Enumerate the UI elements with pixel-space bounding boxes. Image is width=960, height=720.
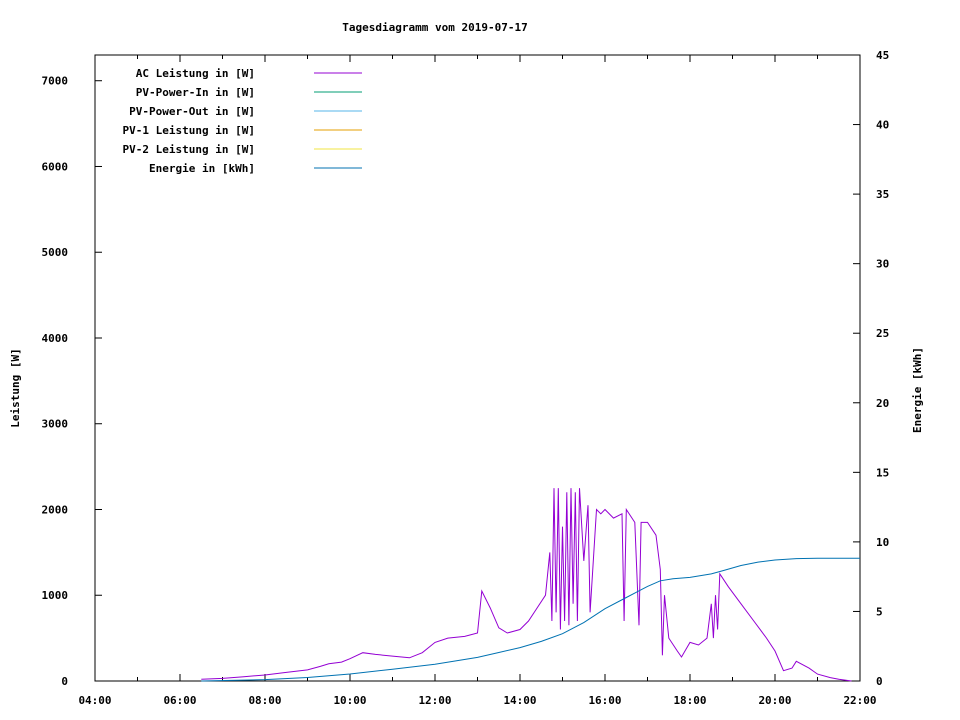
- y2-tick-label: 0: [876, 675, 883, 688]
- x-tick-label: 04:00: [78, 694, 111, 707]
- legend-label: PV-Power-Out in [W]: [129, 105, 255, 118]
- y2-axis-label: Energie [kWh]: [911, 347, 924, 433]
- legend-label: Energie in [kWh]: [149, 162, 255, 175]
- x-tick-label: 12:00: [418, 694, 451, 707]
- y2-tick-label: 45: [876, 49, 889, 62]
- legend-label: PV-1 Leistung in [W]: [123, 124, 255, 137]
- y-tick-label: 3000: [42, 418, 69, 431]
- y2-tick-label: 35: [876, 188, 889, 201]
- y-tick-label: 0: [61, 675, 68, 688]
- y-tick-label: 6000: [42, 160, 69, 173]
- y-tick-label: 1000: [42, 589, 69, 602]
- x-tick-label: 14:00: [503, 694, 536, 707]
- y-axis-label: Leistung [W]: [9, 348, 22, 427]
- legend-label: PV-2 Leistung in [W]: [123, 143, 255, 156]
- x-tick-label: 08:00: [248, 694, 281, 707]
- chart-title: Tagesdiagramm vom 2019-07-17: [342, 21, 527, 34]
- y2-tick-label: 15: [876, 466, 889, 479]
- y-tick-label: 5000: [42, 246, 69, 259]
- y-tick-label: 7000: [42, 75, 69, 88]
- x-tick-label: 16:00: [588, 694, 621, 707]
- x-tick-label: 10:00: [333, 694, 366, 707]
- legend-label: PV-Power-In in [W]: [136, 86, 255, 99]
- x-tick-label: 20:00: [758, 694, 791, 707]
- x-tick-label: 06:00: [163, 694, 196, 707]
- y2-tick-label: 5: [876, 605, 883, 618]
- y-tick-label: 4000: [42, 332, 69, 345]
- series-line-0: [201, 488, 852, 682]
- y-tick-label: 2000: [42, 503, 69, 516]
- y2-tick-label: 30: [876, 258, 889, 271]
- y2-tick-label: 25: [876, 327, 889, 340]
- x-tick-label: 18:00: [673, 694, 706, 707]
- y2-tick-label: 10: [876, 536, 889, 549]
- legend-label: AC Leistung in [W]: [136, 67, 255, 80]
- x-tick-label: 22:00: [843, 694, 876, 707]
- series-line-5: [201, 557, 860, 682]
- y2-tick-label: 40: [876, 119, 889, 132]
- y2-tick-label: 20: [876, 397, 889, 410]
